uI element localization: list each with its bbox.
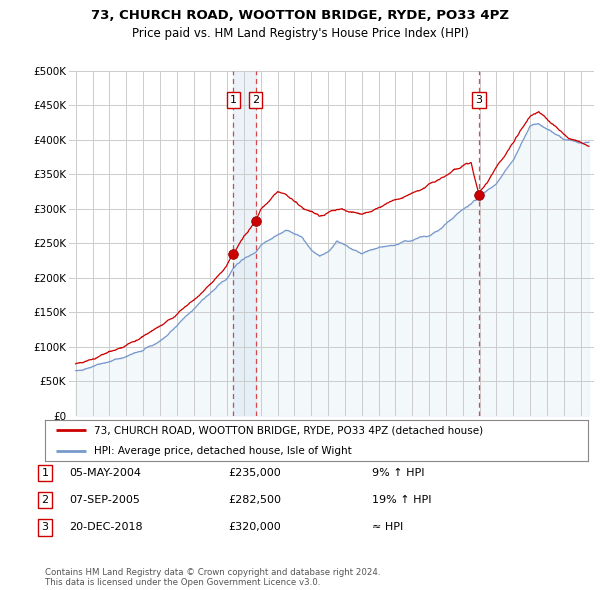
Text: £282,500: £282,500 bbox=[228, 496, 281, 505]
Text: 07-SEP-2005: 07-SEP-2005 bbox=[69, 496, 140, 505]
Text: 9% ↑ HPI: 9% ↑ HPI bbox=[372, 468, 425, 478]
Text: Contains HM Land Registry data © Crown copyright and database right 2024.
This d: Contains HM Land Registry data © Crown c… bbox=[45, 568, 380, 587]
Text: 1: 1 bbox=[41, 468, 49, 478]
Text: 2: 2 bbox=[41, 496, 49, 505]
Text: 20-DEC-2018: 20-DEC-2018 bbox=[69, 523, 143, 532]
Text: 3: 3 bbox=[476, 95, 482, 105]
Text: 2: 2 bbox=[252, 95, 259, 105]
Text: 73, CHURCH ROAD, WOOTTON BRIDGE, RYDE, PO33 4PZ: 73, CHURCH ROAD, WOOTTON BRIDGE, RYDE, P… bbox=[91, 9, 509, 22]
Text: 19% ↑ HPI: 19% ↑ HPI bbox=[372, 496, 431, 505]
Text: 1: 1 bbox=[230, 95, 237, 105]
Text: 05-MAY-2004: 05-MAY-2004 bbox=[69, 468, 141, 478]
Bar bbox=[233, 71, 256, 416]
Text: £235,000: £235,000 bbox=[228, 468, 281, 478]
Text: £320,000: £320,000 bbox=[228, 523, 281, 532]
Text: Price paid vs. HM Land Registry's House Price Index (HPI): Price paid vs. HM Land Registry's House … bbox=[131, 27, 469, 40]
Text: ≈ HPI: ≈ HPI bbox=[372, 523, 403, 532]
Text: HPI: Average price, detached house, Isle of Wight: HPI: Average price, detached house, Isle… bbox=[94, 446, 352, 456]
Text: 3: 3 bbox=[41, 523, 49, 532]
Text: 73, CHURCH ROAD, WOOTTON BRIDGE, RYDE, PO33 4PZ (detached house): 73, CHURCH ROAD, WOOTTON BRIDGE, RYDE, P… bbox=[94, 425, 483, 435]
